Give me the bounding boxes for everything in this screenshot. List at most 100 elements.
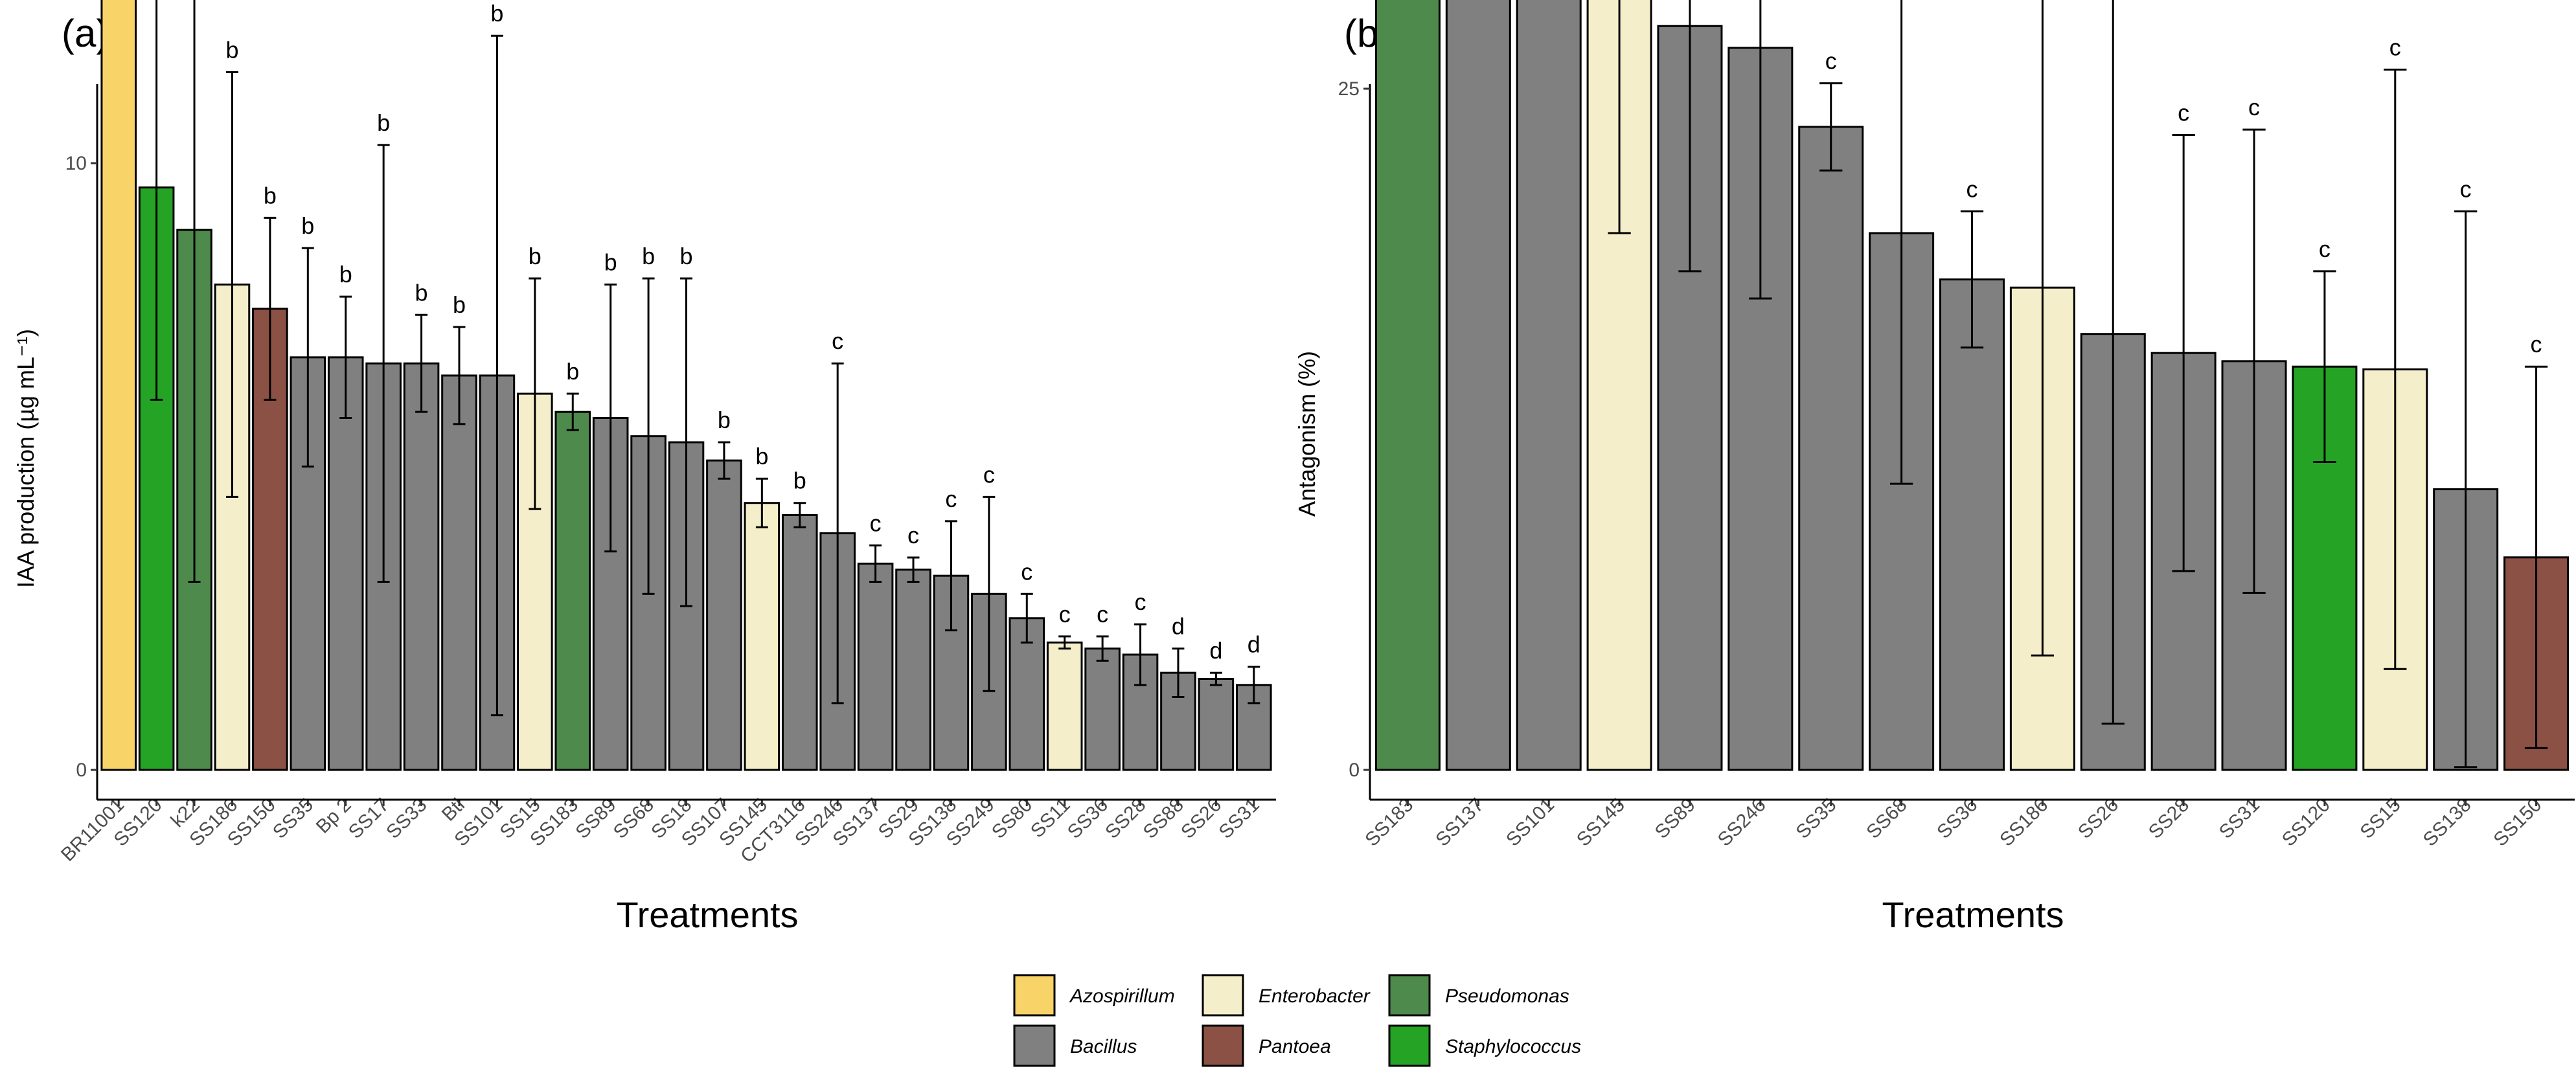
panel-b-error-bar (2031, 0, 2055, 657)
panel-a-significance-letter: c (1135, 589, 1146, 615)
panel-b-error-bar (1678, 0, 1702, 273)
panel-a-bar (1009, 617, 1045, 771)
panel-a-significance-letter: c (983, 461, 995, 488)
panel-a-significance-letter: d (1248, 631, 1260, 658)
panel-a-significance-letter: c (945, 486, 957, 512)
panel-b-x-tick-label: SS186 (1996, 795, 2052, 851)
legend-label: Enterobacter (1259, 986, 1371, 1007)
panel-a-axes (91, 84, 1276, 806)
panel-a-significance-letter: b (339, 261, 352, 287)
legend-label: Pseudomonas (1445, 986, 1569, 1007)
panel-a-bar (403, 362, 440, 771)
panel-b-bar (1374, 0, 1441, 771)
panel-b-error-bar (2313, 270, 2336, 463)
panel-a-significance-letter: b (415, 279, 428, 306)
panel-b-x-tick-label: SS89 (1651, 795, 1700, 843)
panel-a-error-bar (831, 362, 844, 704)
panel-b-x-tick-label: SS15 (2356, 795, 2405, 843)
panel-a-significance-letter: b (755, 443, 768, 469)
panel-a-error-bar (415, 313, 428, 413)
panel-a-significance-letter: c (1021, 558, 1032, 585)
panel-a-error-bar (793, 502, 806, 528)
legend-item: Bacillus (1013, 1024, 1137, 1067)
panel-a-significance-letter: b (718, 407, 731, 433)
panel-b-error-bar (2524, 365, 2548, 749)
panel-a-significance-letter: b (604, 249, 617, 275)
panel-a-error-bar (150, 0, 163, 401)
panel-a-x-tick-label: SS11 (1027, 795, 1075, 842)
panel-a-error-bar (529, 277, 541, 510)
panel-a-error-bar (907, 556, 920, 583)
panel-a-y-tick-label: 0 (76, 760, 87, 781)
legend-label: Pantoea (1259, 1036, 1331, 1057)
panel-a-error-bar (226, 71, 238, 498)
legend-swatch (1202, 1024, 1244, 1067)
panel-b-x-ticks: SS183 SS137 SS101 SS145 SS89 SS246 SS35 SS68 SS3… (1361, 795, 2546, 851)
panel-b-x-tick-label: SS28 (2145, 795, 2193, 843)
legend-swatch (1013, 974, 1056, 1017)
panel-a-error-bar (642, 277, 655, 595)
panel-b-bar (1798, 126, 1864, 771)
panel-a-significance-letter: b (225, 36, 238, 63)
legend: Azospirillum Enterobacter Pseudomonas Bacil… (1013, 974, 1581, 1067)
panel-a-x-tick-label: SS35 (269, 795, 317, 843)
panel-b-x-tick-label: SS26 (2074, 795, 2123, 843)
panel-a-significance-letter: b (490, 0, 503, 27)
panel-a-bar (1084, 648, 1121, 771)
panel-b-significance-letter: c (2178, 100, 2189, 126)
panel-a-significance-letter: b (566, 358, 579, 385)
panel-a-significance-letter: c (1059, 601, 1071, 627)
panel-b-bars (1374, 0, 2570, 771)
panel-a-significance-letter: c (1097, 601, 1108, 627)
panel-a-bar (1046, 641, 1083, 771)
panel-a-significance-letters: abbbbbbbbbbbbbbbbbbcccccccccddd (225, 0, 1260, 664)
panel-b-significance-letter: c (2319, 236, 2331, 262)
panel-a-x-tick-label: SS17 (345, 795, 393, 843)
panel-a-error-bar (680, 277, 692, 607)
panel-a-error-bar (869, 544, 882, 583)
panel-b-x-tick-label: SS145 (1573, 795, 1629, 851)
panel-b-error-bar (1608, 0, 1631, 234)
panel-a-bar (441, 374, 477, 771)
legend-label: Azospirillum (1069, 986, 1175, 1007)
panel-a-x-tick-label: SS26 (1177, 795, 1225, 843)
legend-item: Pseudomonas (1388, 974, 1569, 1017)
panel-a-error-bar (718, 441, 731, 480)
panel-a-error-bars (150, 0, 1260, 717)
panel-a-error-bar (983, 495, 996, 692)
panel-b-significance-letter: c (2460, 175, 2472, 202)
panel-a-x-tick-label: SS28 (1101, 795, 1150, 843)
panel-b-bar (1445, 0, 1511, 771)
panel-b-significance-letter: c (2389, 34, 2401, 61)
panel-a-error-bar (1134, 623, 1146, 686)
panel-a-x-tick-label: SS33 (382, 795, 431, 843)
panel-b-significance-letter: c (2531, 331, 2542, 357)
panel-a-significance-letter: d (1172, 613, 1185, 640)
panel-b-error-bar (2454, 210, 2478, 769)
panel-a-error-bar (377, 144, 390, 583)
panel-b-error-bar (1889, 0, 1913, 485)
panel-a-x-tick-label: SS89 (571, 795, 620, 843)
panel-a-bar (781, 513, 818, 771)
panel-a-significance-letter: c (832, 328, 843, 354)
panel-a-error-bar (1209, 671, 1222, 686)
legend-item: Pantoea (1202, 1024, 1331, 1067)
panel-b-x-tick-label: SS68 (1862, 795, 1911, 843)
legend-swatch (1388, 974, 1431, 1017)
panel-a-y-tick-label: 10 (65, 153, 87, 174)
panel-b-significance-letter: c (1966, 175, 1978, 202)
panel-b-significance-letter: c (1825, 48, 1837, 74)
panel-a-x-tick-label: SS31 (1215, 795, 1264, 843)
panel-a-error-bar (1172, 648, 1185, 699)
legend-label: Bacillus (1070, 1036, 1137, 1057)
panel-a-y-axis-title: IAA production (µg mL⁻¹) (12, 329, 39, 588)
panel-a-significance-letter: b (301, 212, 314, 239)
panel-a-x-tick-label: SS88 (1139, 795, 1188, 843)
panel-b-significance-letter: c (2248, 94, 2260, 120)
panel-a-significance-letter: b (264, 182, 277, 209)
panel-a-error-bar (1096, 635, 1109, 662)
panel-a-error-bar (264, 216, 277, 401)
panel-a-error-bar (755, 477, 768, 528)
panel-a-error-bar (453, 326, 466, 425)
